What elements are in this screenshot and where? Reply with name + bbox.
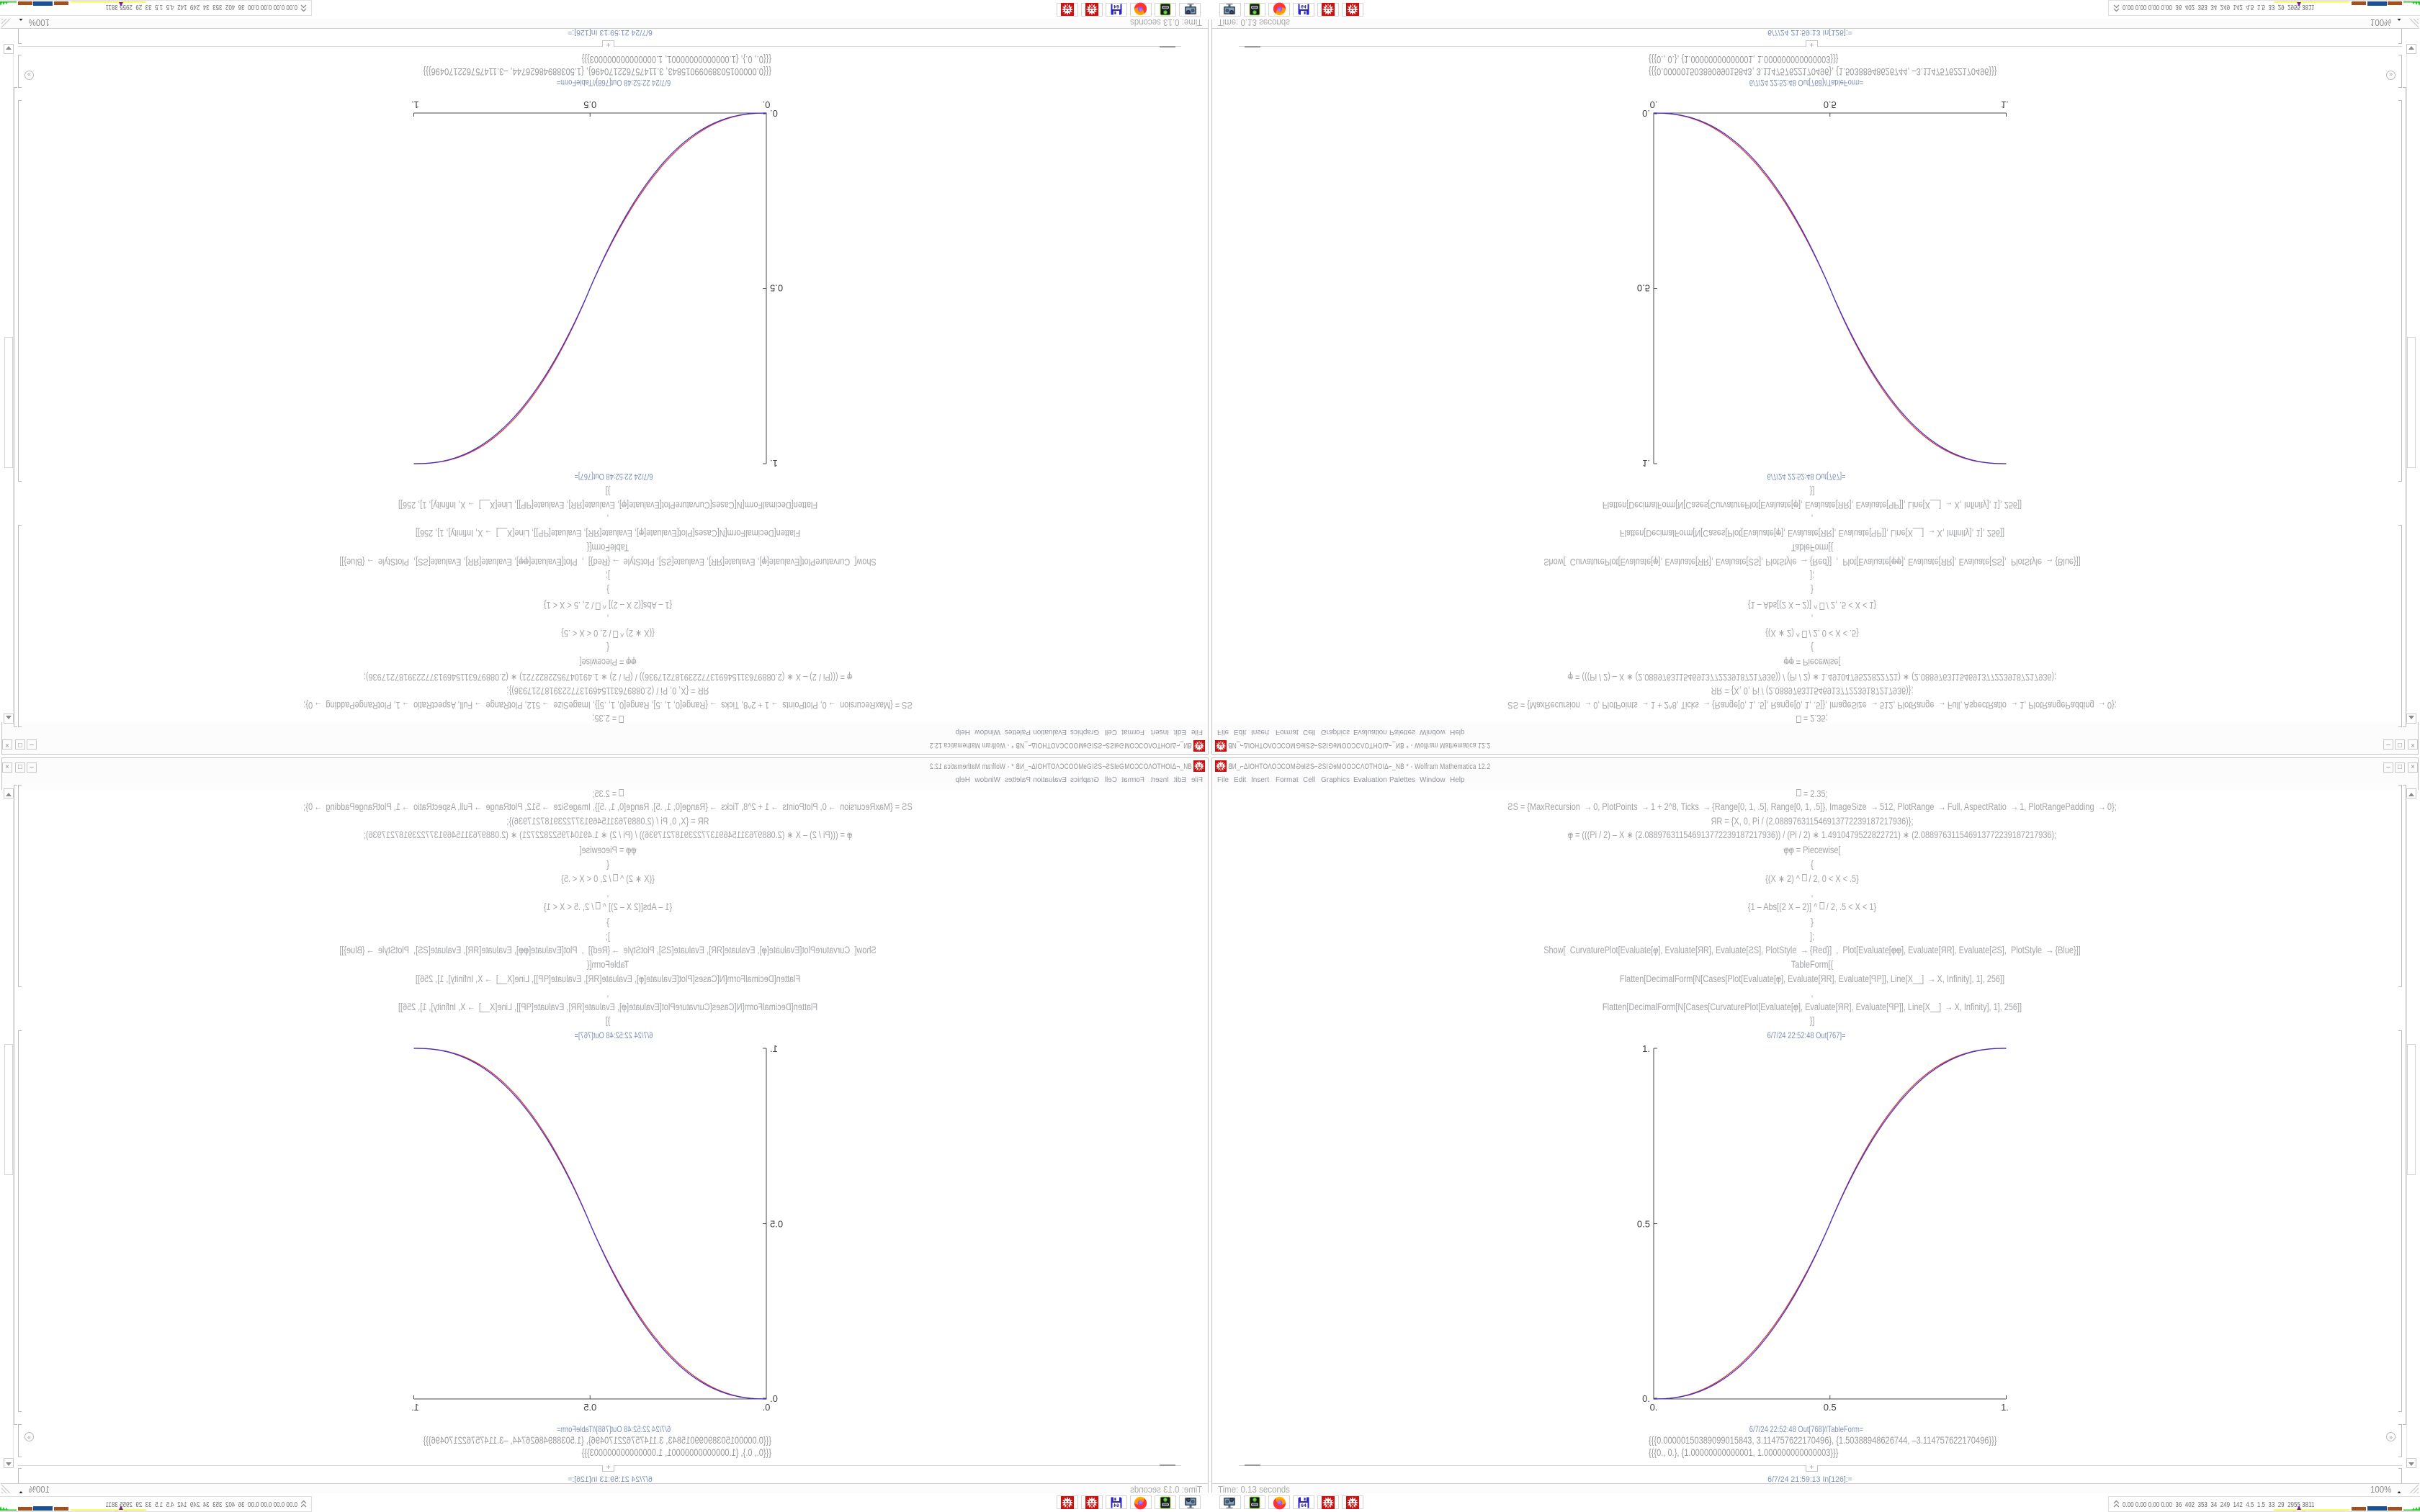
svg-text:1.: 1.: [1642, 458, 1650, 469]
svg-text:0.5: 0.5: [583, 99, 596, 110]
svg-text:1.: 1.: [411, 1402, 419, 1413]
svg-text:0.: 0.: [1650, 1402, 1658, 1413]
svg-text:0.: 0.: [1642, 1393, 1650, 1404]
svg-text:1.: 1.: [770, 1043, 778, 1054]
svg-text:0.5: 0.5: [770, 283, 783, 294]
svg-text:0.: 0.: [1642, 108, 1650, 119]
svg-text:0.: 0.: [1650, 99, 1658, 110]
svg-text:1.: 1.: [770, 458, 778, 469]
svg-text:0.: 0.: [770, 108, 778, 119]
svg-text:1.: 1.: [2001, 1402, 2009, 1413]
svg-text:0.: 0.: [770, 1393, 778, 1404]
svg-text:0.5: 0.5: [1637, 1219, 1650, 1230]
svg-text:0.: 0.: [763, 99, 771, 110]
svg-text:1.: 1.: [1642, 1043, 1650, 1054]
svg-text:0.5: 0.5: [770, 1219, 783, 1230]
svg-text:64: 64: [1301, 1503, 1307, 1508]
svg-text:0.5: 0.5: [1824, 99, 1837, 110]
svg-text:0.5: 0.5: [1637, 283, 1650, 294]
svg-text:0.: 0.: [763, 1402, 771, 1413]
svg-text:1.: 1.: [411, 99, 419, 110]
svg-text:64: 64: [1113, 1503, 1119, 1508]
svg-text:64: 64: [1301, 4, 1307, 9]
svg-text:0.5: 0.5: [1824, 1402, 1837, 1413]
svg-text:1.: 1.: [2001, 99, 2009, 110]
svg-text:64: 64: [1113, 4, 1119, 9]
svg-text:0.5: 0.5: [583, 1402, 596, 1413]
